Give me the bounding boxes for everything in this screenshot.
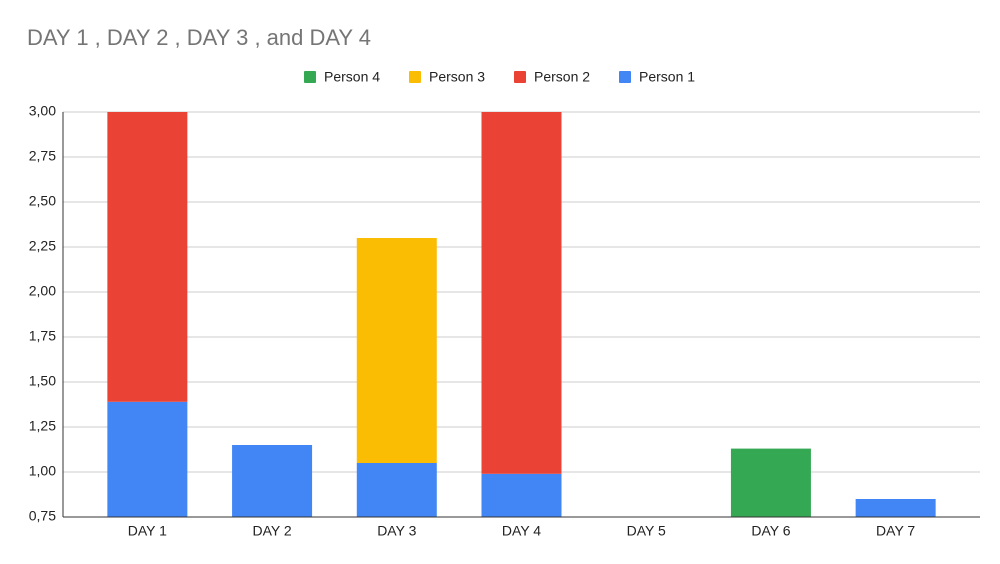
legend-label: Person 3 — [429, 69, 485, 85]
x-tick-label: DAY 7 — [876, 523, 915, 539]
y-tick-label: 1,75 — [29, 328, 56, 344]
chart-title: DAY 1 , DAY 2 , DAY 3 , and DAY 4 — [27, 25, 371, 50]
legend-label: Person 4 — [324, 69, 380, 85]
bar-segment — [730, 448, 811, 517]
y-tick-label: 1,25 — [29, 418, 56, 434]
bar-segment — [107, 112, 188, 402]
bar-segment — [232, 445, 313, 517]
y-tick-label: 3,00 — [29, 103, 56, 119]
y-tick-label: 2,75 — [29, 148, 56, 164]
y-tick-label: 2,50 — [29, 193, 56, 209]
x-tick-label: DAY 6 — [751, 523, 790, 539]
bar-segment — [356, 238, 437, 463]
legend-swatch — [514, 71, 526, 83]
legend-label: Person 1 — [639, 69, 695, 85]
y-tick-label: 2,25 — [29, 238, 56, 254]
bar-segment — [356, 463, 437, 517]
y-tick-label: 2,00 — [29, 283, 56, 299]
legend-swatch — [619, 71, 631, 83]
bar-segment — [107, 401, 188, 517]
x-tick-label: DAY 1 — [128, 523, 167, 539]
y-tick-label: 0,75 — [29, 508, 56, 524]
legend-swatch — [304, 71, 316, 83]
x-tick-label: DAY 2 — [252, 523, 291, 539]
bar-segment — [481, 112, 562, 474]
bar-segment — [481, 473, 562, 517]
x-tick-label: DAY 4 — [502, 523, 541, 539]
bar-segment — [855, 499, 936, 517]
legend-label: Person 2 — [534, 69, 590, 85]
x-tick-label: DAY 5 — [627, 523, 666, 539]
legend-swatch — [409, 71, 421, 83]
y-tick-label: 1,50 — [29, 373, 56, 389]
y-tick-label: 1,00 — [29, 463, 56, 479]
x-tick-label: DAY 3 — [377, 523, 416, 539]
